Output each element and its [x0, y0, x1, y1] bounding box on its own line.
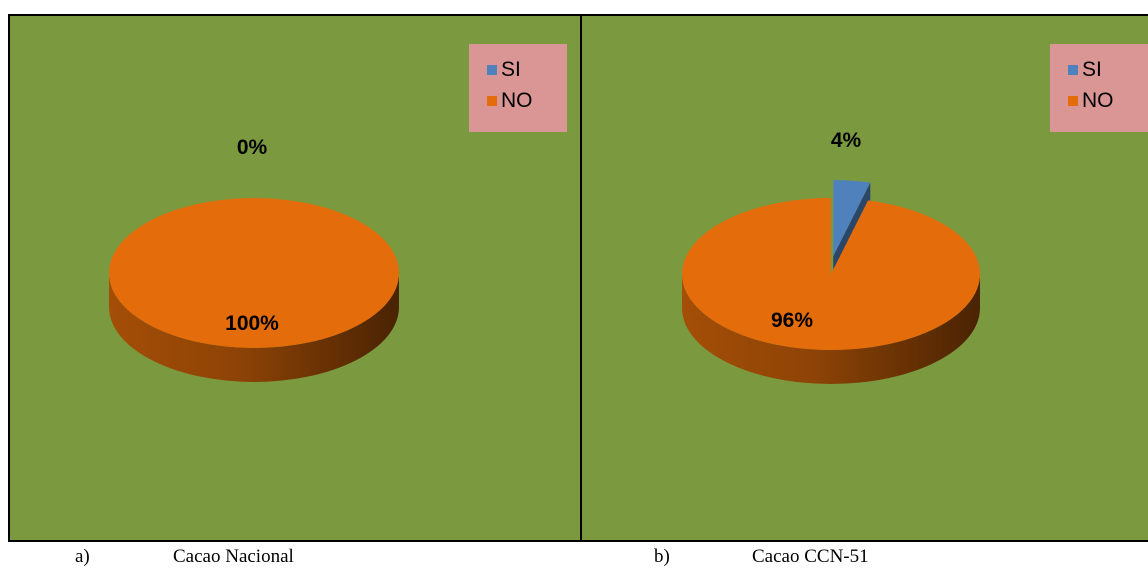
panel-divider [580, 16, 582, 540]
legend-label-no-b: NO [1082, 88, 1114, 112]
caption-text-b: Cacao CCN-51 [752, 546, 869, 567]
legend-item-si-b: SI [1068, 54, 1148, 85]
caption-letter-b: b) [654, 546, 670, 567]
data-label-no-b: 96% [771, 309, 813, 332]
pie-slice-side-no [109, 273, 399, 382]
caption-text-a: Cacao Nacional [173, 546, 294, 567]
legend-b: SI NO [1050, 44, 1148, 132]
legend-swatch-si-b [1068, 64, 1078, 75]
legend-item-si-a: SI [487, 54, 567, 85]
pie-slice-no [109, 198, 399, 348]
data-label-si-a: 0% [237, 136, 268, 159]
pie-slice-si [833, 180, 871, 257]
legend-swatch-no-a [487, 95, 497, 106]
caption-b: b) Cacao CCN-51 [654, 546, 869, 568]
caption-a: a) Cacao Nacional [75, 546, 294, 568]
data-label-si-b: 4% [831, 129, 862, 152]
data-label-no-a: 100% [225, 312, 279, 335]
pie-slices-a [109, 198, 399, 382]
pie-slice-no [681, 198, 980, 350]
caption-letter-a: a) [75, 546, 90, 567]
chart-panel-b: 4% 96% SI NO [582, 16, 1148, 540]
figure-frame: 0% 100% SI NO 4% 96% SI [8, 14, 1148, 542]
chart-panel-a: 0% 100% SI NO [10, 16, 580, 540]
legend-label-si-b: SI [1082, 57, 1102, 81]
legend-item-no-a: NO [487, 85, 567, 116]
legend-label-si-a: SI [501, 57, 521, 81]
legend-item-no-b: NO [1068, 85, 1148, 116]
legend-swatch-si-a [487, 64, 497, 75]
legend-a: SI NO [469, 44, 567, 132]
legend-label-no-a: NO [501, 88, 533, 112]
pie-slice-side-no [682, 274, 980, 384]
pie-slices-b [681, 180, 980, 384]
legend-swatch-no-b [1068, 95, 1078, 106]
